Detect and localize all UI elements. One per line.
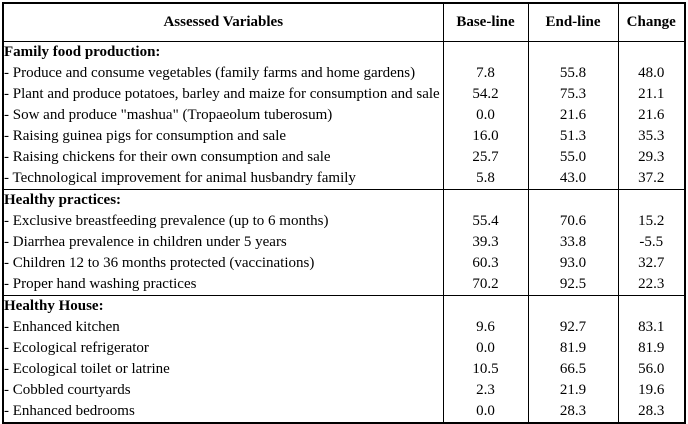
baseline-cell: 60.3 <box>442 253 529 274</box>
endline-cell: 66.5 <box>527 359 619 380</box>
section-title: Healthy House: <box>2 295 444 317</box>
variable-cell: - Sow and produce "mashua" (Tropaeolum t… <box>2 105 444 126</box>
column-header-endline: End-line <box>527 3 619 42</box>
baseline-cell: 0.0 <box>442 401 529 423</box>
variable-cell: - Ecological refrigerator <box>2 338 444 359</box>
empty-cell <box>617 295 686 317</box>
table-row: - Diarrhea prevalence in children under … <box>2 232 686 253</box>
baseline-cell: 9.6 <box>442 317 529 338</box>
change-cell: 19.6 <box>617 380 686 401</box>
variable-cell: - Plant and produce potatoes, barley and… <box>2 84 444 105</box>
variable-cell: - Raising guinea pigs for consumption an… <box>2 126 444 147</box>
table-row: - Ecological refrigerator 0.0 81.9 81.9 <box>2 338 686 359</box>
table-row: - Enhanced bedrooms 0.0 28.3 28.3 <box>2 401 686 423</box>
column-header-change: Change <box>617 3 686 42</box>
endline-cell: 33.8 <box>527 232 619 253</box>
section-title: Healthy practices: <box>2 189 444 211</box>
endline-cell: 21.9 <box>527 380 619 401</box>
table-row: - Sow and produce "mashua" (Tropaeolum t… <box>2 105 686 126</box>
baseline-cell: 54.2 <box>442 84 529 105</box>
empty-cell <box>527 41 619 63</box>
variable-cell: - Enhanced bedrooms <box>2 401 444 423</box>
endline-cell: 70.6 <box>527 211 619 232</box>
column-header-baseline: Base-line <box>442 3 529 42</box>
change-cell: 28.3 <box>617 401 686 423</box>
baseline-cell: 25.7 <box>442 147 529 168</box>
empty-cell <box>527 295 619 317</box>
table-row: - Cobbled courtyards 2.3 21.9 19.6 <box>2 380 686 401</box>
table-row: - Plant and produce potatoes, barley and… <box>2 84 686 105</box>
baseline-cell: 7.8 <box>442 63 529 84</box>
variable-cell: - Ecological toilet or latrine <box>2 359 444 380</box>
empty-cell <box>617 189 686 211</box>
baseline-cell: 0.0 <box>442 105 529 126</box>
endline-cell: 75.3 <box>527 84 619 105</box>
table-row: - Ecological toilet or latrine 10.5 66.5… <box>2 359 686 380</box>
baseline-cell: 10.5 <box>442 359 529 380</box>
table-row: - Children 12 to 36 months protected (va… <box>2 253 686 274</box>
table-row: - Produce and consume vegetables (family… <box>2 63 686 84</box>
empty-cell <box>617 41 686 63</box>
change-cell: 37.2 <box>617 168 686 190</box>
endline-cell: 21.6 <box>527 105 619 126</box>
change-cell: 48.0 <box>617 63 686 84</box>
table-header-row: Assessed Variables Base-line End-line Ch… <box>2 3 686 42</box>
endline-cell: 81.9 <box>527 338 619 359</box>
table-row: - Exclusive breastfeeding prevalence (up… <box>2 211 686 232</box>
variable-cell: - Diarrhea prevalence in children under … <box>2 232 444 253</box>
change-cell: 35.3 <box>617 126 686 147</box>
table-row: - Proper hand washing practices 70.2 92.… <box>2 274 686 296</box>
change-cell: 56.0 <box>617 359 686 380</box>
table-row: - Technological improvement for animal h… <box>2 168 686 190</box>
empty-cell <box>442 295 529 317</box>
endline-cell: 92.5 <box>527 274 619 296</box>
section-header-row: Family food production: <box>2 41 686 63</box>
baseline-cell: 55.4 <box>442 211 529 232</box>
change-cell: 81.9 <box>617 338 686 359</box>
empty-cell <box>442 189 529 211</box>
baseline-cell: 5.8 <box>442 168 529 190</box>
variable-cell: - Cobbled courtyards <box>2 380 444 401</box>
column-header-assessed-variables: Assessed Variables <box>2 3 444 42</box>
change-cell: 22.3 <box>617 274 686 296</box>
table-row: - Enhanced kitchen 9.6 92.7 83.1 <box>2 317 686 338</box>
endline-cell: 93.0 <box>527 253 619 274</box>
empty-cell <box>527 189 619 211</box>
baseline-cell: 2.3 <box>442 380 529 401</box>
endline-cell: 55.8 <box>527 63 619 84</box>
section-header-row: Healthy practices: <box>2 189 686 211</box>
table-row: - Raising guinea pigs for consumption an… <box>2 126 686 147</box>
change-cell: 21.6 <box>617 105 686 126</box>
endline-cell: 43.0 <box>527 168 619 190</box>
change-cell: 15.2 <box>617 211 686 232</box>
baseline-cell: 16.0 <box>442 126 529 147</box>
baseline-cell: 0.0 <box>442 338 529 359</box>
baseline-cell: 39.3 <box>442 232 529 253</box>
variable-cell: - Proper hand washing practices <box>2 274 444 296</box>
endline-cell: 55.0 <box>527 147 619 168</box>
variable-cell: - Children 12 to 36 months protected (va… <box>2 253 444 274</box>
endline-cell: 92.7 <box>527 317 619 338</box>
table-row: - Raising chickens for their own consump… <box>2 147 686 168</box>
variable-cell: - Produce and consume vegetables (family… <box>2 63 444 84</box>
variable-cell: - Technological improvement for animal h… <box>2 168 444 190</box>
empty-cell <box>442 41 529 63</box>
section-header-row: Healthy House: <box>2 295 686 317</box>
variable-cell: - Exclusive breastfeeding prevalence (up… <box>2 211 444 232</box>
change-cell: -5.5 <box>617 232 686 253</box>
variable-cell: - Raising chickens for their own consump… <box>2 147 444 168</box>
change-cell: 29.3 <box>617 147 686 168</box>
endline-cell: 51.3 <box>527 126 619 147</box>
section-title: Family food production: <box>2 41 444 63</box>
change-cell: 83.1 <box>617 317 686 338</box>
baseline-cell: 70.2 <box>442 274 529 296</box>
variable-cell: - Enhanced kitchen <box>2 317 444 338</box>
change-cell: 32.7 <box>617 253 686 274</box>
endline-cell: 28.3 <box>527 401 619 423</box>
change-cell: 21.1 <box>617 84 686 105</box>
